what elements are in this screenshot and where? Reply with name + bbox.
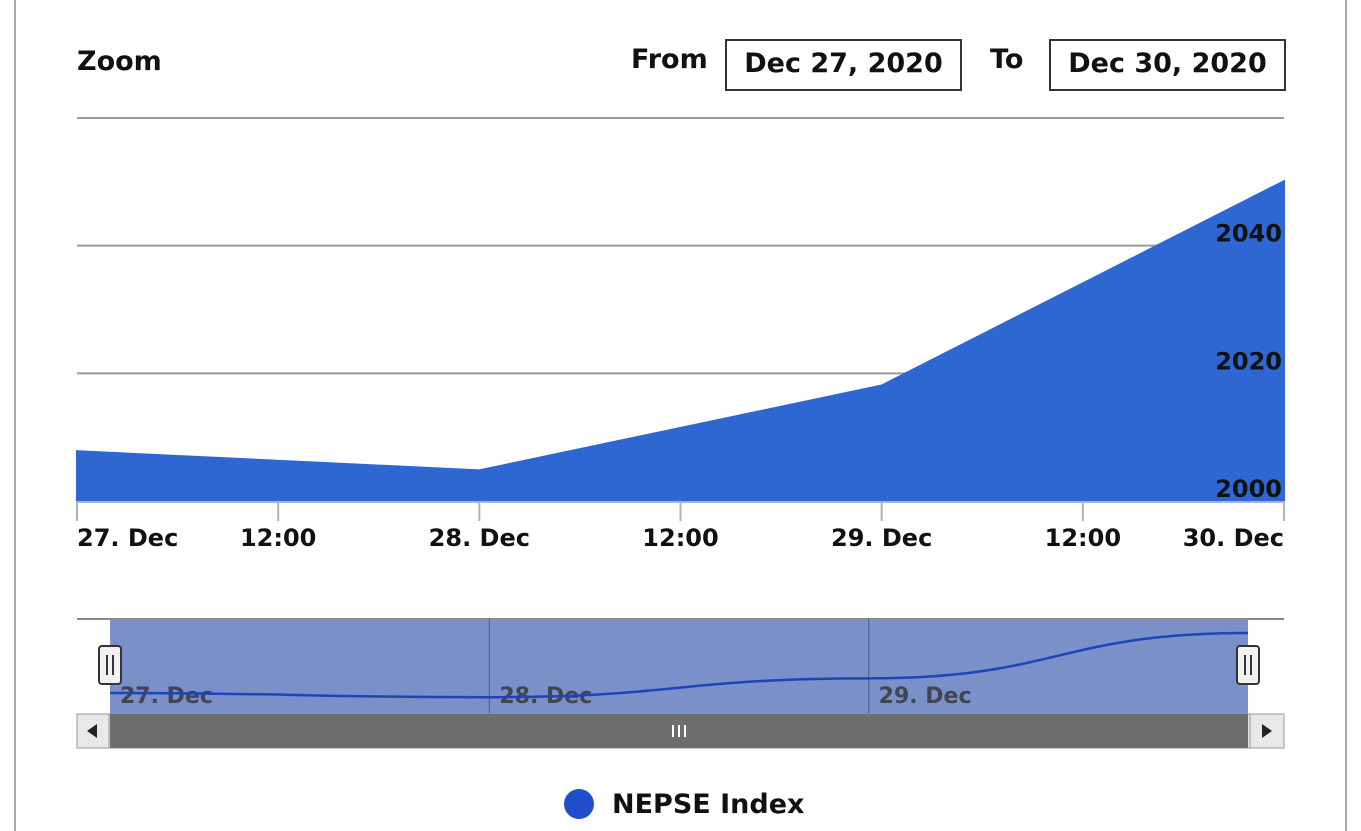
area-series-nepse-index (76, 179, 1285, 502)
x-tick-label: 27. Dec (77, 524, 178, 552)
to-date-input[interactable]: Dec 30, 2020 (1049, 39, 1286, 91)
triangle-left-icon (87, 724, 97, 738)
chart-frame-right-border (1345, 0, 1347, 831)
from-label: From (631, 44, 708, 75)
navigator[interactable]: 27. Dec 28. Dec 29. Dec (77, 618, 1284, 714)
navigator-tick-label: 29. Dec (879, 684, 972, 709)
x-axis: 27. Dec 12:00 28. Dec 12:00 29. Dec 12:00 30. … (76, 501, 1285, 552)
x-tick-label: 28. Dec (429, 524, 530, 552)
handle-body (98, 645, 122, 685)
x-tick-label: 12:00 (642, 524, 718, 552)
y-tick-label: 2040 (1215, 220, 1282, 248)
y-tick-label: 2000 (1215, 475, 1282, 503)
navigator-handle-left[interactable] (98, 645, 122, 685)
navigator-selected-range[interactable] (110, 619, 1248, 714)
navigator-tick-label: 27. Dec (120, 684, 213, 709)
navigator-series-line (109, 631, 1249, 699)
x-tick-label: 12:00 (240, 524, 316, 552)
scroll-left-button[interactable] (76, 713, 110, 749)
scrollbar[interactable] (76, 713, 1285, 749)
y-tick-label: 2020 (1215, 347, 1282, 375)
y-axis: 2000 2020 2040 (1215, 220, 1282, 503)
x-tick-label: 29. Dec (831, 524, 932, 552)
zoom-label: Zoom (77, 46, 162, 77)
to-label: To (990, 44, 1024, 75)
scroll-right-button[interactable] (1249, 713, 1285, 749)
chart-frame-left-border (14, 0, 16, 831)
legend-marker-icon (564, 789, 594, 819)
x-tick-label: 30. Dec (1183, 524, 1284, 552)
legend-item-nepse-index[interactable]: NEPSE Index (564, 786, 804, 822)
navigator-handle-right[interactable] (1236, 645, 1260, 685)
from-date-input[interactable]: Dec 27, 2020 (725, 39, 962, 91)
triangle-right-icon (1262, 724, 1272, 738)
series-area (76, 179, 1285, 502)
handle-body (1236, 645, 1260, 685)
legend-label: NEPSE Index (612, 788, 805, 820)
x-tick-label: 12:00 (1045, 524, 1121, 552)
